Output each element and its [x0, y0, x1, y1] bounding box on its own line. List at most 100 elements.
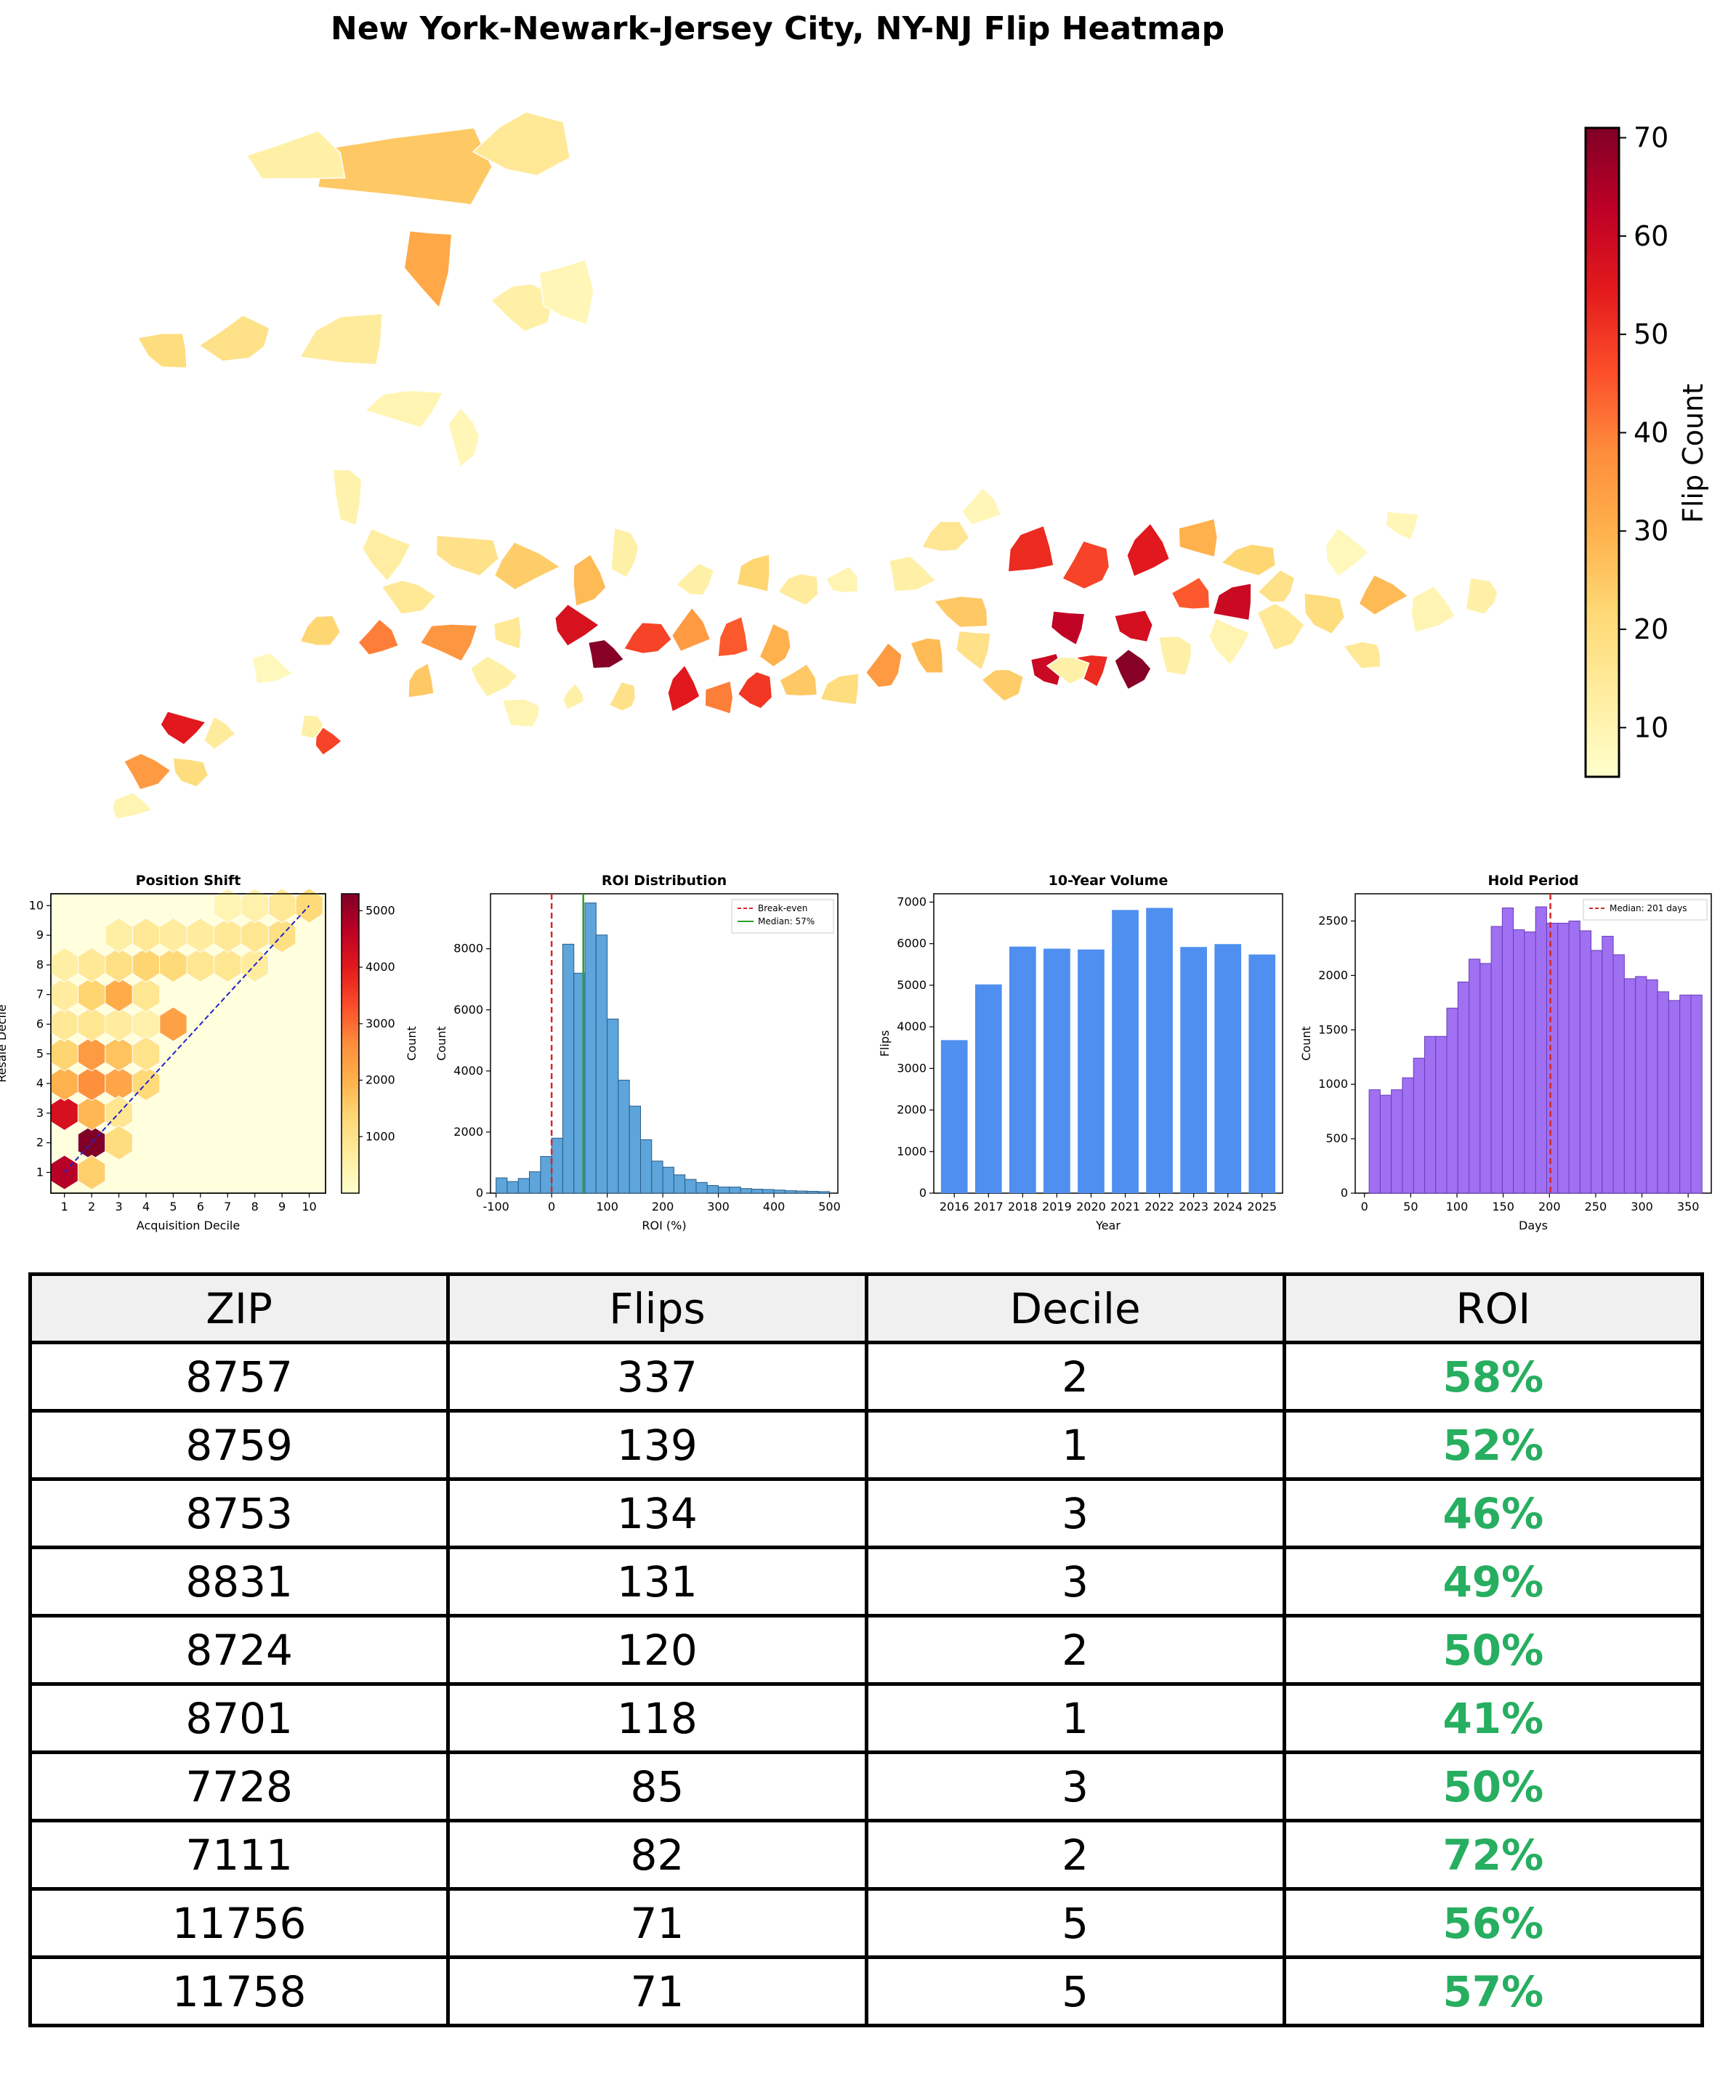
zip-region	[1113, 609, 1154, 643]
zip-region	[501, 698, 540, 728]
zip-region	[1046, 656, 1090, 685]
zip-region	[364, 389, 444, 429]
x-tick-label: 10	[302, 1200, 316, 1213]
y-tick-label: 2000	[453, 1125, 483, 1139]
zip-region	[448, 407, 480, 469]
y-tick-label: 3	[36, 1106, 44, 1120]
x-tick-label: 400	[763, 1200, 786, 1213]
histogram-bar	[1690, 994, 1703, 1194]
decile-cell: 2	[864, 1341, 1286, 1413]
colorbar-tick-label: 20	[1634, 613, 1668, 645]
histogram-bar	[1391, 1089, 1403, 1194]
legend-box	[731, 899, 834, 934]
zip-region	[562, 682, 586, 711]
x-tick-label: 9	[278, 1200, 286, 1213]
zip-cell: 7111	[28, 1819, 451, 1891]
zip-region	[777, 573, 819, 607]
zip-region	[1325, 527, 1370, 578]
x-tick-label: 2023	[1179, 1200, 1208, 1213]
zip-region	[909, 637, 944, 674]
hex-colorbar-tick-label: 4000	[366, 960, 395, 974]
zip-region	[717, 615, 749, 658]
hex-colorbar	[341, 893, 360, 1194]
histogram-bar	[1535, 906, 1547, 1194]
histogram-bar	[1568, 920, 1580, 1194]
zip-region	[932, 595, 988, 629]
histogram-bar	[740, 1188, 752, 1194]
zip-cell: 8831	[28, 1546, 451, 1618]
roi-cell: 52%	[1282, 1409, 1705, 1481]
histogram-bar	[529, 1171, 541, 1194]
column-header-decile: Decile	[864, 1272, 1286, 1344]
colorbar-label: Flip Count	[1677, 384, 1709, 523]
y-tick-label: 2000	[1318, 968, 1348, 982]
colorbar-tick-label: 30	[1634, 515, 1668, 547]
zip-region	[1212, 582, 1252, 621]
legend-label: Break-even	[758, 903, 807, 913]
histogram-bar	[695, 1182, 708, 1194]
histogram-bar	[506, 1181, 519, 1194]
y-tick-label: 7000	[897, 894, 926, 908]
histogram-bar	[1446, 1007, 1458, 1194]
x-axis-label: Year	[1095, 1219, 1121, 1232]
x-tick-label: 2016	[940, 1200, 969, 1213]
zip-region	[203, 716, 237, 751]
x-tick-label: 2	[88, 1200, 95, 1213]
zip-region	[623, 621, 673, 655]
x-tick-label: 2022	[1144, 1200, 1174, 1213]
histogram-bar	[1668, 1000, 1681, 1194]
flips-cell: 337	[446, 1341, 868, 1413]
volume-bar	[1146, 908, 1173, 1193]
histogram-bar	[1469, 958, 1481, 1194]
page-title: New York-Newark-Jersey City, NY-NJ Flip …	[330, 10, 1225, 47]
zip-cell: 8724	[28, 1614, 451, 1686]
x-tick-label: 6	[197, 1200, 204, 1213]
zip-region	[573, 553, 607, 607]
histogram-bar	[595, 934, 608, 1194]
zip-region	[246, 130, 346, 179]
x-tick-label: 150	[1492, 1200, 1514, 1213]
volume-bar	[1180, 947, 1207, 1193]
x-tick-label: 2018	[1008, 1200, 1038, 1213]
y-tick-label: 500	[1325, 1131, 1348, 1145]
zip-region	[865, 642, 903, 688]
zip-region	[317, 127, 493, 206]
zip-region	[1465, 577, 1498, 615]
zip-region	[610, 527, 639, 578]
histogram-bar	[1657, 991, 1669, 1194]
zip-region	[1304, 592, 1346, 635]
zip-region	[1208, 617, 1251, 666]
histogram-bar	[1457, 981, 1470, 1194]
zip-region	[671, 606, 711, 653]
histogram-bar	[1591, 950, 1603, 1194]
y-axis-label: Resale Decile	[0, 1004, 9, 1082]
zip-region	[980, 669, 1025, 702]
table-row: 11756 71 5 56%	[28, 1887, 1705, 1959]
table-row: 8701 118 1 41%	[28, 1682, 1705, 1754]
zip-region	[123, 752, 172, 791]
table-row: 8724 120 2 50%	[28, 1614, 1705, 1686]
histogram-bar	[718, 1187, 730, 1194]
zip-region	[1342, 641, 1381, 669]
histogram-bar	[685, 1179, 697, 1194]
x-tick-label: 7	[224, 1200, 231, 1213]
legend-label: Median: 57%	[758, 916, 815, 926]
hex-colorbar-tick-label: 2000	[366, 1073, 395, 1087]
zip-region	[608, 681, 637, 712]
zip-region	[1256, 602, 1305, 651]
volume-bar	[1214, 944, 1242, 1193]
roi-cell: 46%	[1282, 1477, 1705, 1549]
x-tick-label: 2017	[974, 1200, 1004, 1213]
hex-cell	[105, 1125, 133, 1160]
histogram-bar	[1646, 979, 1658, 1194]
histogram-bar	[662, 1166, 674, 1194]
zip-region	[403, 230, 453, 310]
volume-bar	[1043, 948, 1070, 1193]
histogram-bar	[1368, 1089, 1381, 1194]
roi-cell: 50%	[1282, 1750, 1705, 1822]
roi-cell: 50%	[1282, 1614, 1705, 1686]
zip-region	[587, 639, 625, 669]
zip-region	[198, 314, 270, 362]
y-tick-label: 5000	[897, 978, 926, 992]
histogram-bar	[551, 1137, 563, 1194]
